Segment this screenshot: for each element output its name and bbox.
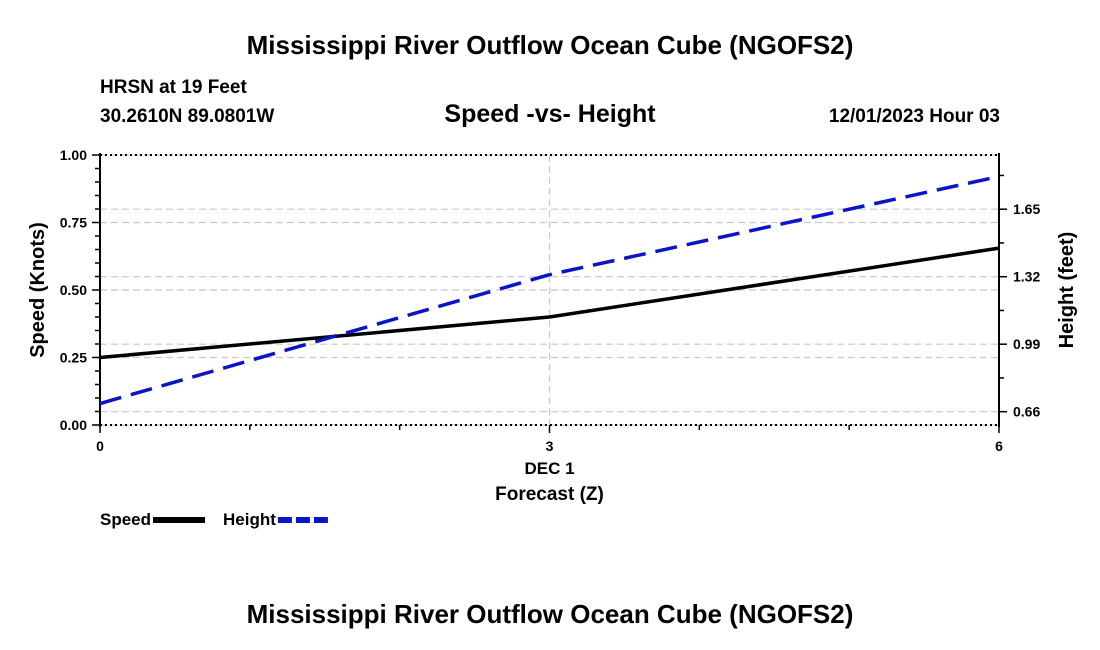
right-tick-label: 0.66 <box>1013 404 1040 420</box>
main-title: Mississippi River Outflow Ocean Cube (NG… <box>246 30 854 60</box>
grid-layer <box>99 154 1000 426</box>
series-line-speed <box>99 246 1000 360</box>
legend-label-height: Height <box>223 510 276 529</box>
legend-layer: Speed Height <box>100 510 330 529</box>
right-tick-label: 1.65 <box>1013 201 1040 217</box>
right-tick-label: 1.32 <box>1013 269 1040 285</box>
left-tick-label: 0.00 <box>60 417 87 433</box>
y-left-axis-title: Speed (Knots) <box>27 222 49 358</box>
x-tick-label: 6 <box>995 438 1003 454</box>
footer-title: Mississippi River Outflow Ocean Cube (NG… <box>246 599 854 629</box>
right-tick-label: 0.99 <box>1013 336 1040 352</box>
y-right-axis-title: Height (feet) <box>1056 232 1078 349</box>
labels-layer: 0.00 0.25 0.50 0.75 1.00 0.66 0.99 1.32 1.65 0 3 6 D… <box>27 147 1078 505</box>
x-date-label: DEC 1 <box>524 459 574 478</box>
station-coordinates: 30.2610N 89.0801W <box>100 106 275 127</box>
x-tick-label: 0 <box>96 438 104 454</box>
series-line-height <box>99 174 1000 406</box>
x-tick-label: 3 <box>546 438 554 454</box>
series-layer <box>99 174 1000 406</box>
left-tick-label: 0.75 <box>60 215 87 231</box>
axes-layer <box>92 153 1007 433</box>
forecast-datetime: 12/01/2023 Hour 03 <box>828 106 1000 127</box>
chart-subtitle: Speed -vs- Height <box>444 100 656 128</box>
legend-label-speed: Speed <box>100 510 151 529</box>
left-tick-label: 0.25 <box>60 350 87 366</box>
x-axis-title: Forecast (Z) <box>495 484 604 505</box>
station-label: HRSN at 19 Feet <box>100 77 247 98</box>
left-tick-label: 1.00 <box>60 147 87 163</box>
left-tick-label: 0.50 <box>60 282 87 298</box>
